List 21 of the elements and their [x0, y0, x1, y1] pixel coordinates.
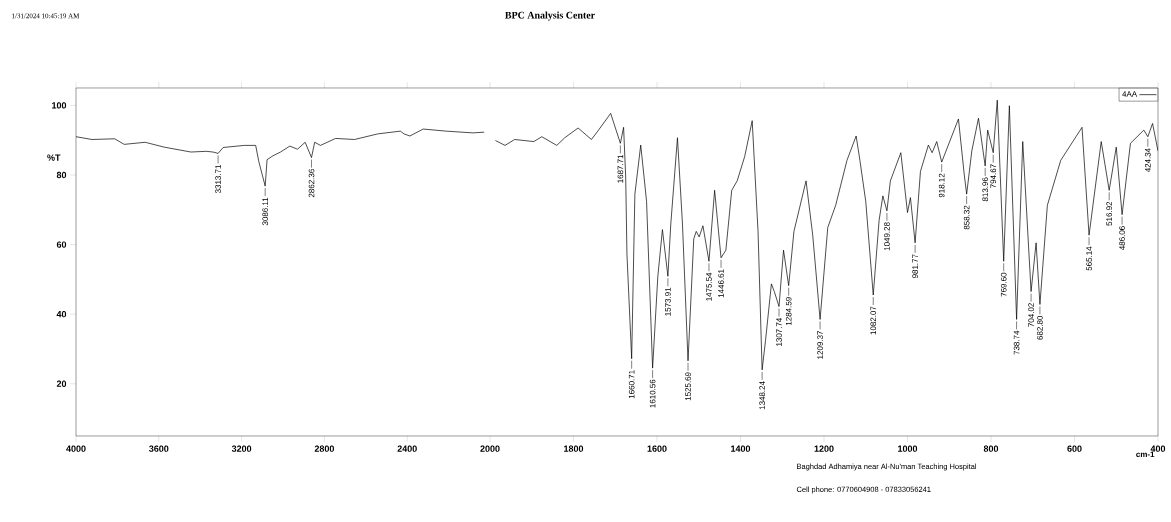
- x-tick-label: 3600: [149, 445, 169, 452]
- x-tick-label: 2400: [397, 445, 417, 452]
- y-tick-label: 60: [56, 241, 67, 248]
- chart-title: BPC Analysis Center: [505, 11, 595, 21]
- x-tick-label: 4000: [66, 445, 86, 452]
- y-tick-label: 100: [52, 102, 67, 109]
- y-tick-label: 40: [56, 311, 67, 318]
- x-tick-label: 3200: [231, 445, 252, 452]
- x-tick-label: 600: [1067, 445, 1082, 452]
- x-tick-label: 1000: [898, 445, 918, 452]
- x-tick-label: 1200: [814, 445, 834, 452]
- x-tick-label: 2800: [314, 445, 335, 452]
- y-tick-label: 80: [56, 171, 67, 179]
- x-tick-label: 2000: [480, 445, 500, 452]
- x-tick-label: 400: [1150, 445, 1166, 452]
- y-axis-title: %T: [47, 154, 61, 161]
- x-tick-label: 800: [983, 445, 999, 452]
- x-tick-label: 1800: [564, 445, 584, 452]
- y-tick-label: 20: [56, 380, 67, 387]
- x-tick-label: 1400: [731, 445, 751, 452]
- x-tick-label: 1600: [647, 445, 667, 452]
